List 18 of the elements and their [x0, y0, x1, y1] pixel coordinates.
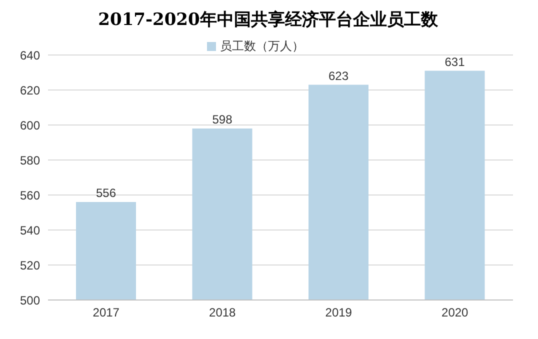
x-tick-label: 2017 — [92, 306, 120, 320]
data-label: 598 — [212, 112, 233, 126]
data-label: 631 — [444, 54, 466, 69]
y-tick-label: 500 — [20, 293, 40, 308]
legend-label: 员工数（万人） — [220, 39, 304, 53]
y-tick-label: 540 — [20, 223, 40, 238]
y-tick-label: 560 — [20, 188, 40, 202]
y-tick-label: 620 — [20, 83, 40, 98]
y-tick-label: 640 — [20, 48, 40, 62]
y-tick-label: 580 — [20, 153, 40, 168]
x-tick-label: 2019 — [325, 306, 352, 320]
y-tick-label: 600 — [20, 118, 40, 132]
y-tick-label: 520 — [20, 258, 40, 272]
chart-title: 2017-2020年中国共享经济平台企业员工数 — [97, 9, 439, 31]
x-tick-label: 2018 — [209, 306, 236, 320]
x-tick-label: 2020 — [442, 306, 469, 320]
data-label: 623 — [328, 68, 349, 83]
data-label: 556 — [96, 186, 116, 200]
